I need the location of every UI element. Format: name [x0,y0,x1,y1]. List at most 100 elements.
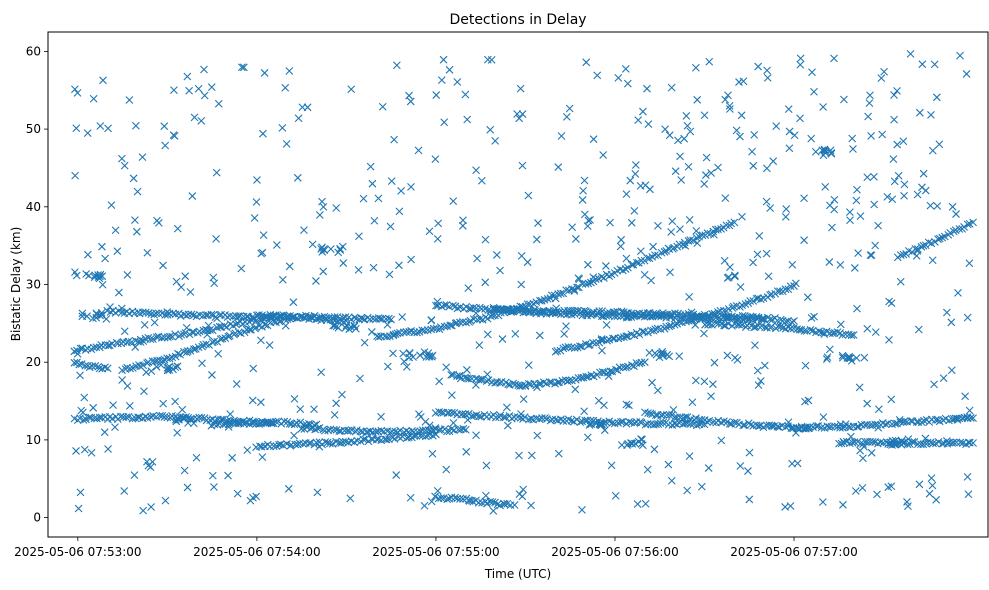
data-point [811,147,820,156]
data-point [154,309,163,318]
data-point [821,183,830,191]
data-point [788,260,797,269]
data-point [701,171,710,179]
data-point [490,305,499,313]
data-point [568,285,576,293]
data-point [120,161,129,170]
data-point [225,331,234,340]
data-points [70,49,977,515]
data-point [965,406,974,415]
data-point [796,54,805,63]
data-point [437,76,446,84]
data-point [749,297,758,305]
data-point [524,361,533,370]
data-point [851,487,860,495]
data-point [752,312,761,321]
data-point [427,497,436,506]
data-point [249,364,258,373]
data-point [858,483,867,492]
data-point [853,304,861,313]
data-point [392,471,401,479]
data-point [171,330,179,339]
data-point [619,417,627,426]
data-point [637,440,646,448]
data-point [163,413,172,422]
data-point [606,367,615,376]
data-point [336,246,345,255]
data-point [793,459,802,468]
data-point [716,306,725,315]
data-point [828,223,836,232]
data-point [214,99,223,108]
data-point [539,378,548,387]
data-point [736,283,745,291]
data-point [707,169,716,177]
data-point [930,380,938,389]
data-point [962,70,971,78]
data-point [323,438,332,447]
data-point [565,104,574,113]
data-point [760,361,769,370]
data-point [432,91,441,99]
data-point [686,127,695,136]
data-point [248,396,257,405]
data-point [171,397,180,406]
data-point [160,122,169,131]
data-point [120,487,129,495]
data-point [738,311,747,320]
data-point [212,168,221,177]
data-point [885,335,893,344]
data-point [622,190,631,199]
data-point [406,493,415,502]
data-point [674,136,682,145]
data-point [319,267,328,276]
data-point [443,427,451,436]
data-point [239,63,248,72]
data-point [717,436,726,445]
data-point [873,490,881,499]
data-point [608,419,617,427]
data-point [919,440,928,449]
data-point [622,332,631,341]
data-point [876,438,885,447]
data-point [784,105,793,113]
data-point [125,401,134,410]
data-point [621,65,630,73]
data-point [547,291,556,300]
data-point [396,426,404,435]
data-point [753,366,762,375]
data-point [482,461,491,470]
data-point [700,111,709,120]
data-point [887,299,896,308]
data-point [616,242,625,251]
data-point [422,353,431,361]
data-point [482,491,490,500]
data-point [453,372,461,381]
data-point [73,346,81,355]
data-point [675,352,684,361]
data-point [186,288,195,296]
data-point [206,325,214,334]
data-point [653,386,662,395]
data-point [243,446,252,454]
data-point [821,148,830,157]
data-point [776,287,784,296]
data-point [868,438,877,446]
data-point [594,396,603,405]
data-point [897,436,906,445]
data-point [598,346,606,355]
data-point [483,330,492,339]
data-point [899,137,908,146]
data-point [700,377,709,386]
data-point [873,420,882,429]
data-point [589,338,597,347]
data-point [410,428,418,436]
data-point [131,216,139,225]
data-point [633,500,642,508]
data-point [654,251,662,260]
data-point [763,66,771,75]
data-point [900,191,908,200]
data-point [507,307,516,315]
data-point [359,194,368,203]
data-point [856,439,865,448]
